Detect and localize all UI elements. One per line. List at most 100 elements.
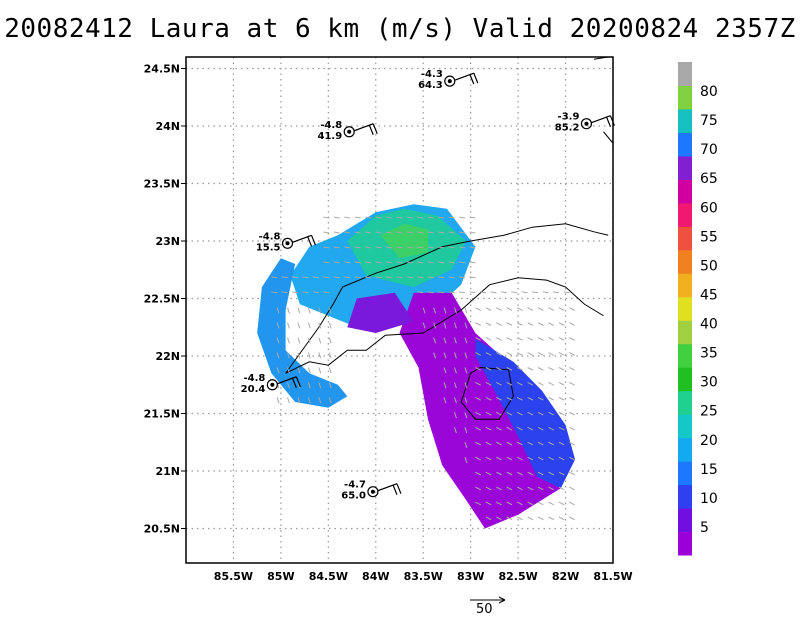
wind-arrow	[506, 322, 513, 326]
wind-arrow	[417, 231, 424, 234]
wind-arrow	[291, 276, 299, 279]
wind-arrow	[475, 471, 481, 476]
wind-arrow	[385, 216, 392, 219]
wind-arrow	[464, 427, 468, 434]
station-value-bottom: 64.3	[418, 80, 443, 91]
colorbar-label: 70	[700, 142, 718, 158]
wind-arrow	[537, 382, 544, 386]
wind-arrow	[438, 216, 445, 219]
wind-arrow	[527, 501, 534, 506]
wind-arrow	[302, 291, 309, 294]
wind-arrow	[490, 291, 497, 294]
lon-tick-label: 84W	[362, 570, 389, 583]
station-value-bottom: 65.0	[341, 491, 366, 502]
station-plot: -4.815.5	[256, 231, 317, 253]
station-value-top: -4.8	[243, 373, 265, 384]
wind-arrow	[396, 276, 403, 279]
wind-arrow	[344, 231, 351, 234]
wind-arrow	[307, 337, 311, 344]
wind-region-purple	[399, 292, 571, 529]
wind-arrow	[537, 322, 544, 326]
colorbar-label: 65	[700, 171, 718, 187]
wind-arrow	[558, 382, 565, 386]
wind-arrow	[464, 307, 468, 314]
wind-arrow	[537, 501, 544, 506]
wind-arrow	[458, 276, 466, 279]
wind-barb-flag	[306, 236, 313, 247]
wind-arrow	[417, 216, 424, 219]
wind-arrow	[333, 216, 340, 219]
wind-arrow	[323, 276, 330, 279]
wind-arrow	[516, 396, 523, 401]
wind-barb-flag	[605, 116, 611, 127]
wind-arrow	[558, 471, 565, 476]
wind-arrow	[516, 471, 523, 476]
wind-arrow	[454, 337, 457, 344]
wind-arrow	[422, 307, 426, 314]
lon-tick-label: 83W	[457, 570, 484, 583]
wind-arrow	[443, 382, 447, 389]
wind-arrow	[506, 426, 513, 431]
station-value-top: -3.9	[558, 112, 580, 123]
wind-arrow	[328, 397, 332, 404]
wind-arrow	[469, 216, 476, 219]
wind-arrow	[396, 246, 403, 249]
colorbar-label: 80	[700, 84, 718, 100]
wind-arrow	[281, 276, 288, 279]
colorbar-swatch	[678, 343, 692, 368]
station-value-bottom: 41.9	[318, 131, 343, 142]
colorbar-swatch	[678, 437, 692, 462]
station-dot	[447, 79, 452, 84]
wind-arrow	[458, 246, 466, 249]
wind-arrow	[558, 307, 565, 311]
wind-arrow	[375, 276, 382, 279]
wind-arrow	[365, 261, 372, 264]
wind-arrow	[354, 261, 361, 264]
wind-arrow	[323, 216, 330, 219]
wind-region-purple-west	[347, 292, 414, 333]
wind-arrow	[454, 322, 457, 329]
wind-arrow	[464, 457, 468, 464]
wind-arrow	[569, 307, 575, 311]
wind-arrow	[344, 216, 351, 219]
station-plots: -4.364.3-4.841.9-3.985.2-4.815.5-4.820.4…	[241, 69, 615, 502]
wind-arrow	[276, 397, 280, 404]
lat-tick-label: 23.5N	[144, 178, 180, 191]
colorbar-label: 75	[700, 113, 718, 129]
wind-arrow	[569, 322, 575, 326]
wind-barb-shaft	[377, 483, 398, 492]
wind-arrow	[464, 442, 468, 449]
colorbar-label: 55	[700, 229, 718, 245]
wind-arrow	[569, 441, 575, 446]
wind-arrow	[475, 441, 481, 446]
wind-arrow	[454, 382, 457, 389]
wind-arrow	[527, 411, 534, 416]
wind-arrow	[287, 367, 290, 374]
wind-arrow	[485, 501, 492, 506]
colorbar-swatch	[678, 108, 692, 133]
wind-arrow	[485, 382, 492, 386]
wind-arrow	[433, 337, 436, 344]
wind-arrow	[328, 382, 332, 389]
wind-arrow	[496, 382, 502, 386]
wind-arrow	[569, 426, 575, 431]
wind-arrow	[427, 276, 434, 279]
colorbar-swatch	[678, 320, 692, 345]
wind-arrow	[297, 352, 301, 359]
wind-arrow	[506, 501, 513, 506]
wind-arrow	[297, 397, 301, 404]
wind-arrow	[318, 307, 322, 314]
wind-arrow	[318, 367, 322, 374]
wind-arrow	[312, 291, 319, 294]
wind-arrow	[323, 291, 330, 294]
lon-tick-label: 84.5W	[309, 570, 348, 583]
wind-arrow	[464, 382, 468, 389]
wind-arrow	[417, 276, 424, 279]
lat-tick-label: 20.5N	[144, 523, 180, 536]
wind-arrow	[548, 456, 555, 461]
wind-arrow	[385, 246, 392, 249]
wind-arrow	[454, 352, 457, 359]
wind-barb-shaft	[591, 115, 611, 124]
colorbar-swatch	[678, 226, 692, 251]
wind-arrow	[558, 486, 565, 491]
